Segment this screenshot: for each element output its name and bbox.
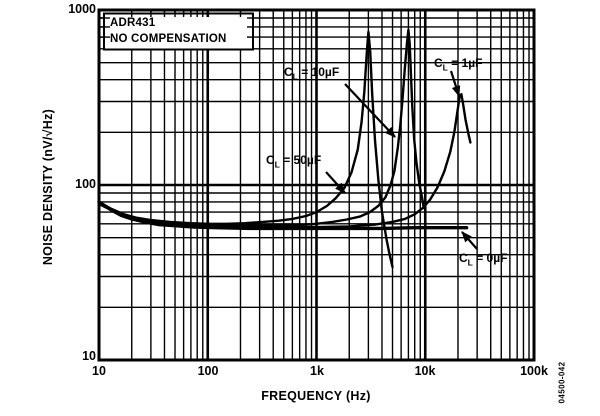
compensation-note: NO COMPENSATION	[110, 32, 227, 45]
figure-number: 04500-042	[557, 361, 567, 404]
device-name: ADR431	[110, 17, 156, 29]
curve-label-cl-1uf: CL = 1µF	[434, 56, 483, 73]
x-tick-10: 10	[92, 364, 106, 378]
curve-label-cl-50uf: CL = 50µF	[266, 153, 322, 170]
curve-label-cl-0uf: CL = 0µF	[459, 251, 508, 268]
title-annotation-box: ADR431 NO COMPENSATION	[110, 16, 227, 47]
x-tick-100: 100	[197, 364, 219, 378]
y-tick-100: 100	[75, 177, 96, 191]
y-tick-10: 10	[82, 349, 96, 363]
curve-label-cl-10uf: CL = 10µF	[284, 65, 340, 82]
y-axis-title: NOISE DENSITY (nV/√Hz)	[41, 108, 55, 266]
x-axis-title: FREQUENCY (Hz)	[261, 389, 371, 403]
x-tick-100k: 100k	[520, 364, 548, 378]
y-tick-1000: 1000	[68, 2, 96, 16]
x-tick-1k: 1k	[310, 364, 324, 378]
x-tick-10k: 10k	[414, 364, 436, 378]
